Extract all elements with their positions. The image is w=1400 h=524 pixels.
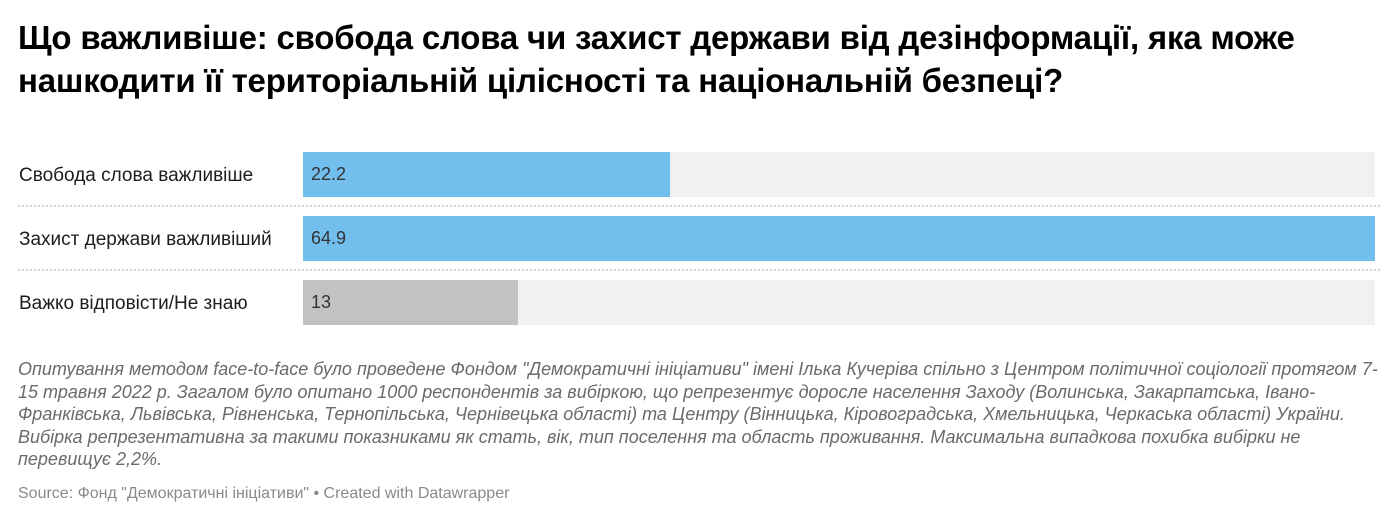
bar [303, 216, 1375, 261]
source-line: Source: Фонд "Демократичні ініціативи" •… [18, 485, 510, 502]
bar-label: Захист держави важливіший [19, 229, 272, 250]
bar [303, 280, 518, 325]
bar-value-label: 22.2 [311, 164, 347, 184]
bar-track: 22.2 [303, 152, 1375, 197]
bar-row: Захист держави важливіший 64.9 [18, 216, 1380, 271]
bar-track: 13 [303, 280, 1375, 325]
bar-label: Важко відповісти/Не знаю [19, 293, 248, 314]
bar-track: 64.9 [303, 216, 1375, 261]
bar-row: Важко відповісти/Не знаю 13 [18, 280, 1375, 325]
bar-row: Свобода слова важливіше 22.2 [18, 152, 1380, 207]
chart-title: Що важливіше: свобода слова чи захист де… [18, 19, 1295, 99]
bar [303, 152, 670, 197]
bar-chart: Свобода слова важливіше 22.2 Захист держ… [18, 152, 1380, 344]
bar-value-label: 64.9 [311, 228, 347, 248]
bar-label: Свобода слова важливіше [19, 165, 254, 186]
chart-notes: Опитування методом face-to-face було про… [18, 359, 1378, 470]
bar-value-label: 13 [311, 292, 332, 312]
